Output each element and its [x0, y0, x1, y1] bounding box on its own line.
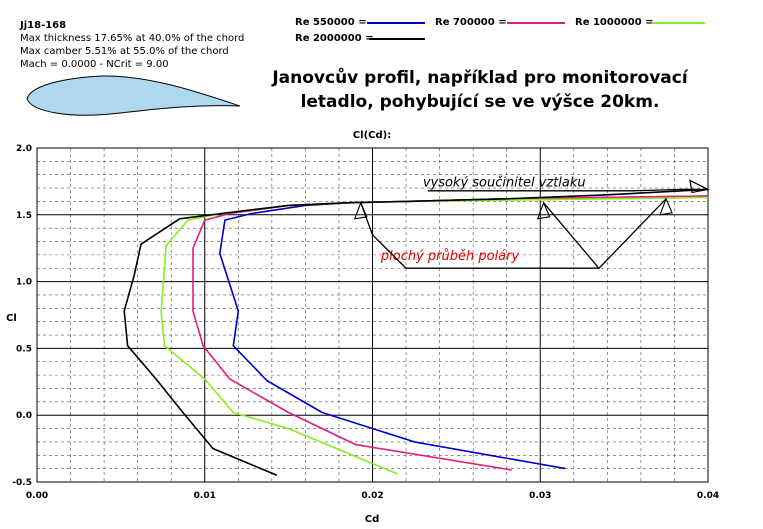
x-tick-label: 0.00 — [26, 491, 48, 501]
headline-line-2: letadlo, pohybující se ve výšce 20km. — [300, 92, 660, 112]
y-tick-label: 0.0 — [16, 411, 32, 421]
legend-label-re700000: Re 700000 = — [435, 17, 507, 28]
y-tick-label: 1.5 — [16, 211, 32, 221]
annotation-flat-polar-text: plochý průběh poláry — [380, 249, 520, 264]
annotation-flat-polar-arrowhead-1 — [536, 201, 551, 220]
y-tick-label: -0.5 — [12, 478, 32, 488]
series-line-1 — [192, 195, 709, 471]
annotation-flat-polar-leader-2 — [543, 202, 600, 269]
annotations: vysoký součinitel vztlaku plochý průběh p… — [353, 176, 710, 269]
max-camber-text: Max camber 5.51% at 55.0% of the chord — [20, 46, 229, 57]
legend-swatch-re700000 — [507, 22, 565, 24]
x-tick-label: 0.04 — [697, 491, 719, 501]
y-tick-label: 2.0 — [16, 144, 32, 154]
axis-ticks: 0.00 0.01 0.02 0.03 0.04 -0.5 0.0 0.5 1.0 1.5 2.0 — [12, 144, 719, 501]
series-line-2 — [160, 196, 709, 475]
legend-label-re550000: Re 550000 = — [295, 17, 367, 28]
headline-line-1: Janovcův profil, například pro monitorov… — [272, 68, 688, 88]
legend-swatch-re550000 — [367, 22, 425, 24]
annotation-flat-polar-leader — [360, 198, 667, 269]
series-lines — [123, 188, 709, 477]
series-line-0 — [219, 195, 709, 470]
annotation-high-lift-text: vysoký součinitel vztlaku — [423, 176, 586, 191]
airfoil-name: Jj18-168 — [20, 20, 67, 31]
x-tick-label: 0.03 — [529, 491, 551, 501]
x-axis-label: Cd — [365, 514, 380, 525]
annotation-high-lift-arrowhead — [689, 179, 710, 194]
x-tick-label: 0.01 — [194, 491, 216, 501]
y-tick-label: 1.0 — [16, 278, 32, 288]
headline: Janovcův profil, například pro monitorov… — [240, 66, 720, 114]
annotation-flat-polar-arrowhead-2 — [659, 197, 673, 216]
mach-ncrit-text: Mach = 0.0000 - NCrit = 9.00 — [20, 59, 169, 70]
airfoil-shape — [26, 75, 241, 116]
legend-swatch-re1000000 — [653, 22, 705, 24]
x-tick-label: 0.02 — [361, 491, 383, 501]
annotation-high-lift-leader — [427, 188, 708, 192]
plot-border — [36, 147, 709, 483]
max-thickness-text: Max thickness 17.65% at 40.0% of the cho… — [20, 33, 245, 44]
legend-swatch-re2000000 — [369, 38, 425, 40]
series-line-3 — [123, 188, 709, 477]
y-axis-label: Cl — [6, 313, 17, 324]
chart-title: Cl(Cd): — [353, 130, 391, 141]
legend-label-re2000000: Re 2000000 = — [295, 33, 374, 44]
y-tick-label: 0.5 — [16, 344, 32, 354]
annotation-flat-polar-arrowhead-0 — [353, 201, 368, 220]
legend-label-re1000000: Re 1000000 = — [575, 17, 654, 28]
